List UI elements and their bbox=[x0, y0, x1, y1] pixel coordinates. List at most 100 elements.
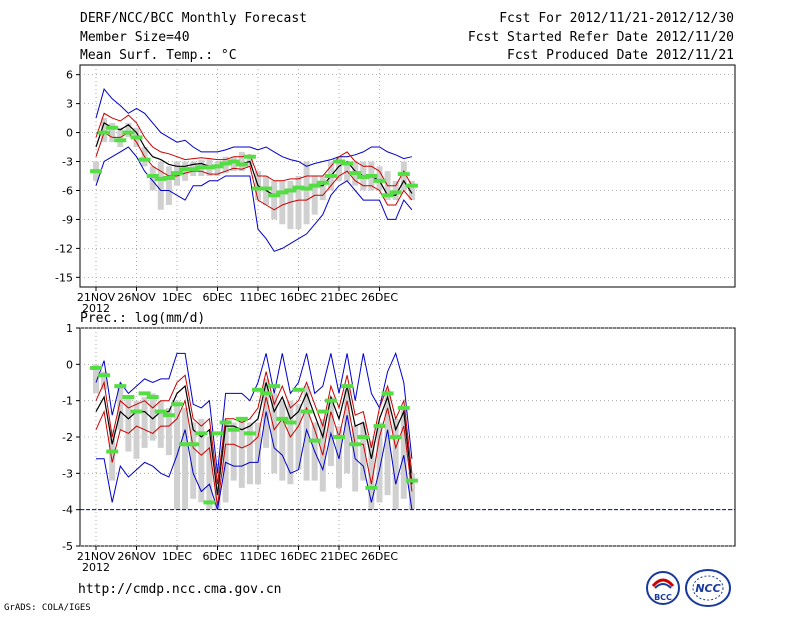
x-tick-label: 21DEC bbox=[320, 550, 357, 563]
ensemble-box bbox=[93, 364, 99, 394]
observed-marker bbox=[405, 478, 418, 483]
observed-marker bbox=[373, 424, 386, 429]
observed-marker bbox=[276, 190, 289, 195]
observed-marker bbox=[146, 395, 159, 400]
x-tick-label: 11DEC bbox=[239, 550, 276, 563]
ensemble-box bbox=[190, 422, 197, 499]
observed-marker bbox=[130, 409, 143, 414]
ensemble-box bbox=[238, 418, 245, 488]
ensemble-box bbox=[255, 422, 261, 485]
ensemble-box bbox=[133, 400, 140, 459]
observed-marker bbox=[90, 169, 102, 174]
ensemble-box bbox=[368, 440, 375, 510]
ensemble-box bbox=[376, 166, 383, 191]
x-tick-label: 1DEC bbox=[162, 291, 192, 304]
ncc-logo-text: NCC bbox=[695, 582, 720, 595]
ensemble-box bbox=[279, 400, 286, 481]
precip-title: Prec.: log(mm/d) bbox=[80, 311, 206, 326]
ensemble-box bbox=[303, 386, 310, 481]
observed-marker bbox=[260, 391, 273, 396]
ensemble-box bbox=[165, 407, 172, 456]
observed-marker bbox=[397, 172, 410, 177]
y-tick-label: -2 bbox=[62, 431, 73, 444]
series-line-min bbox=[96, 411, 413, 510]
x-tick-label: 26DEC bbox=[361, 291, 398, 304]
observed-marker bbox=[106, 125, 119, 130]
observed-marker bbox=[195, 431, 208, 436]
bcc-logo-text: BCC bbox=[654, 593, 672, 602]
observed-marker bbox=[179, 442, 192, 447]
observed-marker bbox=[389, 190, 402, 195]
observed-marker bbox=[300, 409, 313, 414]
x-tick-label: 21DEC bbox=[320, 291, 357, 304]
observed-marker bbox=[252, 387, 264, 392]
observed-marker bbox=[114, 384, 127, 389]
y-tick-label: 0 bbox=[66, 127, 73, 140]
observed-marker bbox=[276, 416, 289, 421]
observed-marker bbox=[154, 176, 167, 181]
observed-marker bbox=[300, 186, 313, 191]
ensemble-box bbox=[287, 400, 294, 485]
observed-marker bbox=[162, 413, 175, 418]
observed-marker bbox=[292, 387, 305, 392]
observed-marker bbox=[219, 420, 232, 425]
ensemble-box bbox=[303, 161, 310, 225]
ensemble-box bbox=[230, 422, 237, 481]
ensemble-box bbox=[327, 397, 334, 467]
observed-marker bbox=[122, 395, 135, 400]
observed-marker bbox=[268, 384, 281, 389]
ensemble-box bbox=[360, 422, 367, 481]
observed-marker bbox=[308, 438, 321, 443]
observed-marker bbox=[138, 391, 151, 396]
ensemble-box bbox=[214, 161, 221, 176]
observed-marker bbox=[219, 161, 232, 166]
ensemble-box bbox=[125, 397, 132, 452]
x-tick-label: 26NOV bbox=[117, 291, 156, 304]
source-url[interactable]: http://cmdp.ncc.cma.gov.cn bbox=[78, 582, 282, 597]
ensemble-box bbox=[157, 400, 164, 448]
ensemble-box bbox=[109, 429, 116, 481]
observed-marker bbox=[114, 138, 127, 143]
series-line-upper bbox=[95, 371, 413, 485]
ensemble-box bbox=[149, 166, 156, 191]
produced-date: Fcst Produced Date 2012/11/21 bbox=[507, 48, 734, 63]
observed-marker bbox=[211, 164, 224, 169]
observed-marker bbox=[235, 162, 248, 167]
y-tick-label: -4 bbox=[62, 504, 73, 517]
y-tick-label: 3 bbox=[66, 98, 73, 111]
ensemble-box bbox=[319, 176, 326, 201]
ensemble-box bbox=[125, 122, 132, 138]
x-tick-label: 11DEC bbox=[239, 291, 276, 304]
ensemble-box bbox=[198, 418, 205, 503]
y-tick-label: -6 bbox=[62, 184, 73, 197]
observed-marker bbox=[227, 427, 240, 432]
observed-marker bbox=[324, 174, 337, 178]
observed-marker bbox=[122, 130, 135, 135]
observed-marker bbox=[138, 157, 151, 162]
x-year-label: 2012 bbox=[82, 302, 110, 315]
series-line-max bbox=[95, 88, 413, 167]
observed-marker bbox=[324, 398, 337, 403]
ensemble-box bbox=[230, 156, 237, 172]
observed-marker bbox=[308, 183, 321, 188]
ensemble-box bbox=[182, 407, 189, 510]
y-tick-label: -1 bbox=[62, 395, 73, 408]
observed-marker bbox=[316, 180, 329, 185]
observed-marker bbox=[243, 154, 256, 159]
observed-marker bbox=[227, 159, 240, 164]
ncc-logo-icon: NCC bbox=[685, 569, 731, 607]
observed-marker bbox=[397, 405, 410, 410]
observed-marker bbox=[341, 384, 354, 389]
observed-marker bbox=[252, 186, 264, 191]
x-tick-label: 6DEC bbox=[202, 291, 232, 304]
observed-marker bbox=[268, 193, 281, 198]
y-tick-label: -3 bbox=[62, 156, 73, 169]
series-line-upper bbox=[95, 112, 413, 187]
x-year-label: 2012 bbox=[82, 561, 110, 574]
ensemble-box bbox=[400, 407, 407, 499]
observed-marker bbox=[98, 373, 111, 378]
y-tick-label: 6 bbox=[66, 69, 73, 82]
y-tick-label: -15 bbox=[55, 271, 73, 284]
observed-marker bbox=[171, 171, 183, 176]
